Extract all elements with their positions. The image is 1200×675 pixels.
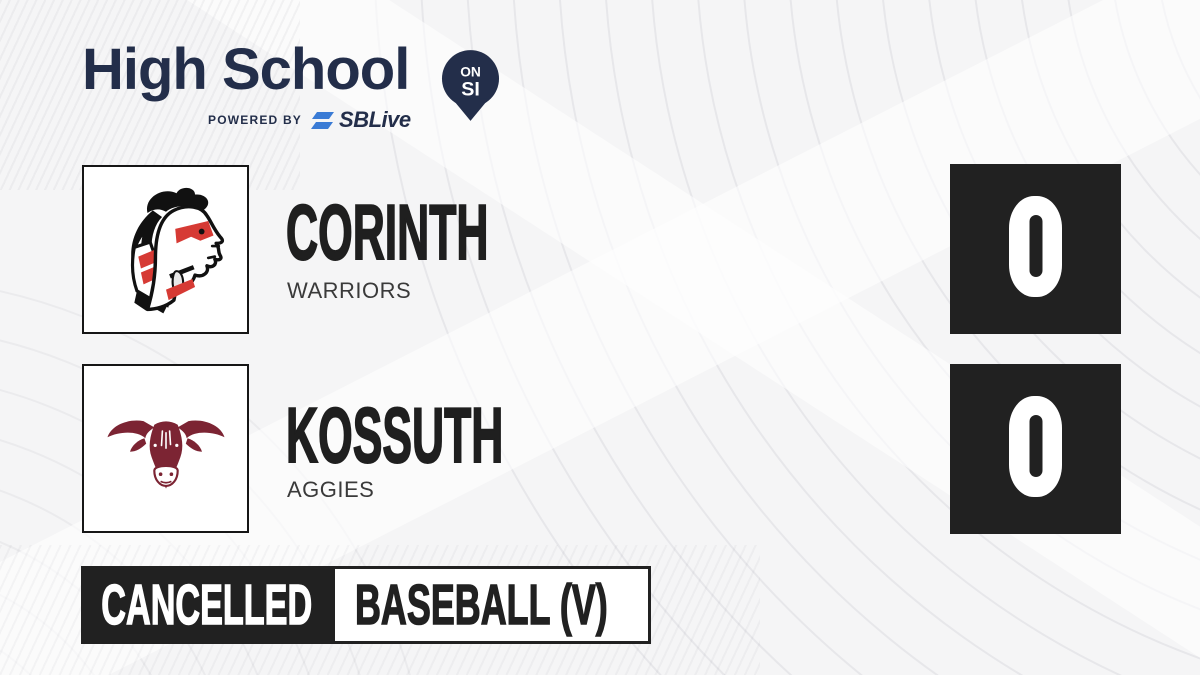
zero-counter-slot [1029,415,1042,477]
score-zero-glyph: 0 [1009,195,1062,297]
sblive-logo: SBLive [311,107,411,133]
score-box: 0 [950,164,1121,334]
score-zero-glyph: 0 [1009,395,1062,497]
score-box: 0 [950,364,1121,534]
brand-title: High School [82,37,410,102]
longhorn-head-icon [107,420,224,489]
score-value: 0 [1009,196,1010,197]
team-logo-box-corinth [82,165,249,334]
team-logo-box-kossuth [82,364,249,533]
team-name: CORINTH [285,188,489,276]
powered-by-row: POWERED BY SBLive [208,107,411,133]
status-label: CANCELLED [101,572,313,637]
pin-text-si: SI [461,78,480,100]
sblive-wordmark: SBLive [339,107,411,132]
team-mascot: AGGIES [287,477,375,502]
team-name: KOSSUTH [285,391,504,479]
sport-badge: BASEBALL (V) [332,566,651,644]
sblive-bolt-icon [311,111,335,129]
pin-text-on: ON [460,65,481,80]
powered-by-label: POWERED BY [208,113,303,127]
team-mascot: WARRIORS [287,278,412,303]
score-value: 0 [1009,396,1010,397]
location-pin-icon: ON SI [441,50,500,121]
sport-label: BASEBALL (V) [355,572,609,637]
status-badge: CANCELLED [81,566,332,644]
zero-counter-slot [1029,215,1042,277]
warrior-head-icon [130,187,224,313]
